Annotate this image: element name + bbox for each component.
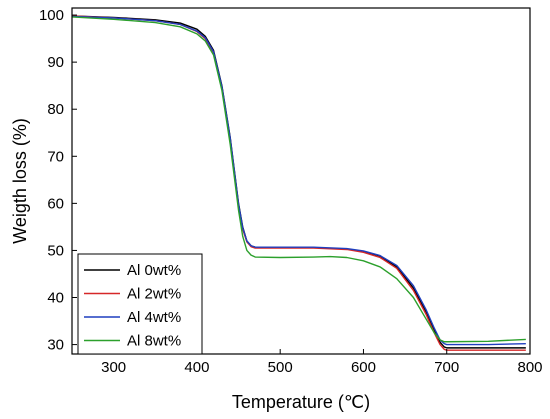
- x-axis-title: Temperature (℃): [232, 392, 370, 412]
- y-tick-label: 100: [39, 7, 64, 24]
- y-tick-label: 80: [47, 101, 64, 118]
- x-tick-label: 500: [268, 359, 293, 376]
- y-tick-label: 40: [47, 290, 64, 307]
- y-tick-label: 90: [47, 54, 64, 71]
- y-axis-title: Weigth loss (%): [10, 118, 30, 244]
- x-tick-label: 700: [434, 359, 459, 376]
- x-tick-label: 300: [101, 359, 126, 376]
- legend-label-3: Al 4wt%: [127, 309, 181, 326]
- y-tick-label: 60: [47, 195, 64, 212]
- x-tick-label: 800: [517, 359, 542, 376]
- x-tick-label: 400: [184, 359, 209, 376]
- legend-label-2: Al 2wt%: [127, 286, 181, 303]
- x-tick-label: 600: [351, 359, 376, 376]
- legend: Al 0wt% Al 2wt% Al 4wt% Al 8wt%: [77, 253, 203, 355]
- y-tick-label: 70: [47, 148, 64, 165]
- tick-layer: 300 400 500 600 700 800 30 40 50 60 70 80 90 100: [39, 7, 543, 376]
- plot-frame: [71, 7, 531, 355]
- legend-label-4: Al 8wt%: [127, 333, 181, 350]
- y-tick-label: 50: [47, 242, 64, 259]
- legend-label-1: Al 0wt%: [127, 262, 181, 279]
- y-tick-label: 30: [47, 337, 64, 354]
- plot-layer: [72, 15, 526, 351]
- series-line-3: [72, 15, 526, 346]
- series-line-4: [72, 16, 526, 343]
